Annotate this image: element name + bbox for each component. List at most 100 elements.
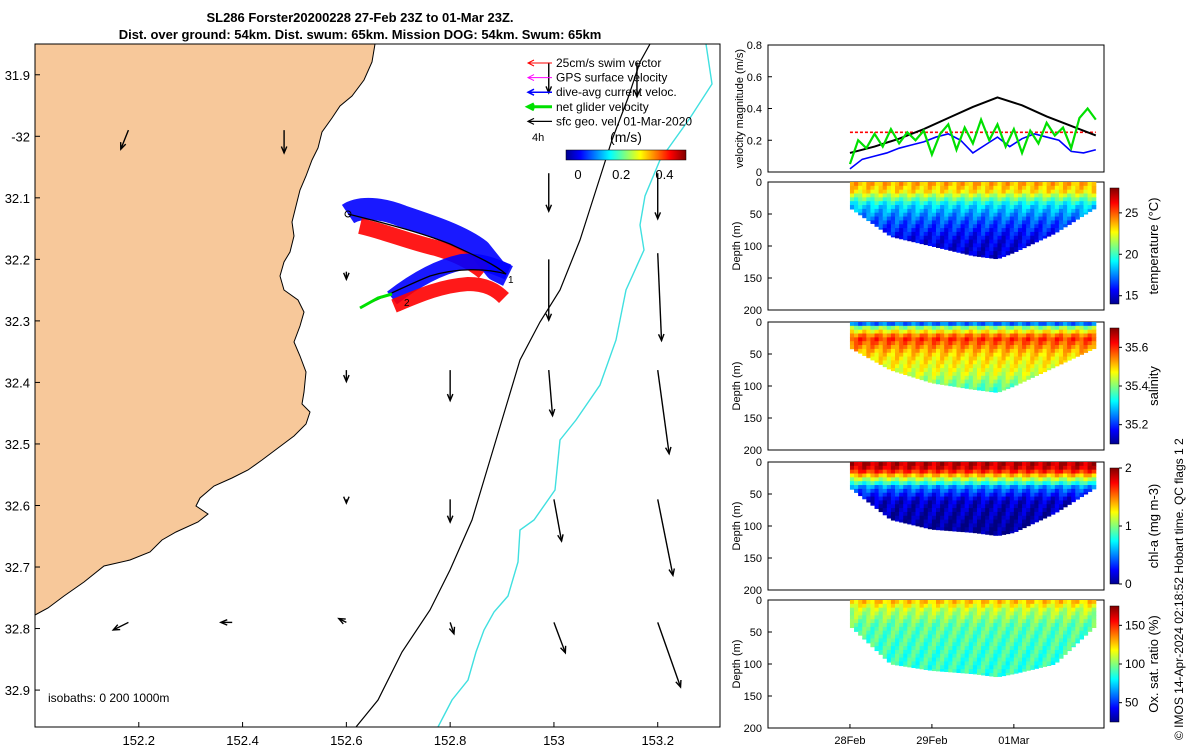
geo-vector-arrow xyxy=(342,496,350,505)
legend-4h-label: 4h xyxy=(532,132,544,144)
legend-entry: net glider velocity xyxy=(524,100,649,114)
geo-vector-arrow xyxy=(446,370,454,403)
isobaths-label: isobaths: 0 200 1000m xyxy=(48,691,169,705)
depth-tick-label: 50 xyxy=(750,489,762,501)
depth-tick-label: 0 xyxy=(756,177,762,189)
isobath-200m xyxy=(355,44,651,727)
latitude-tick-label: 32.7 xyxy=(5,560,30,575)
section-y-axis-label: Depth (m) xyxy=(731,640,743,689)
section-heatmap xyxy=(849,462,1097,536)
depth-tick-label: 50 xyxy=(750,349,762,361)
geo-vector-arrow xyxy=(111,621,129,631)
geo-vector-arrow xyxy=(446,499,454,524)
speed-colorbar xyxy=(565,149,687,161)
credit-text: © IMOS 14-Apr-2024 02:18:52 Hobart time.… xyxy=(1172,438,1186,740)
track-marker-2: 2 xyxy=(404,298,410,309)
geo-vector-arrow xyxy=(545,173,553,214)
depth-tick-label: 150 xyxy=(744,553,762,565)
geo-vector-arrow xyxy=(448,622,456,636)
section-y-axis-label: Depth (m) xyxy=(731,502,743,551)
depth-tick-label: 150 xyxy=(744,691,762,703)
geo-vector-arrow xyxy=(553,499,564,543)
section-panel: 0 50 100 150 200 Depth (m) 0 1 2 chl-a (mg m-3) xyxy=(731,457,1161,597)
colorbar-tick-label: 0.4 xyxy=(655,167,673,182)
longitude-tick-label: 153 xyxy=(543,733,565,748)
section-colorbar xyxy=(1109,327,1120,445)
section-heatmap xyxy=(849,600,1097,678)
depth-tick-label: 200 xyxy=(744,305,762,317)
colorbar-tick-label: 150 xyxy=(1125,618,1145,632)
velocity-y-axis-label: velocity magnitude (m/s) xyxy=(734,49,746,168)
legend-label: dive-avg current veloc. xyxy=(556,85,677,99)
depth-tick-label: 200 xyxy=(744,445,762,457)
map-latitude-ticks: 31.9 -32 32.1 32.2 32.3 32.4 32.5 32.6 32.7 32.8 3… xyxy=(5,68,40,698)
colorbar-tick-label: 1 xyxy=(1125,519,1132,533)
velocity-y-tick-label: 0.4 xyxy=(747,104,762,116)
colorbar-tick-label: 100 xyxy=(1125,657,1145,671)
longitude-tick-label: 152.4 xyxy=(226,733,259,748)
legend-entry: 25cm/s swim vector xyxy=(526,56,661,70)
latitude-tick-label: 32.3 xyxy=(5,314,30,329)
legend-entry: GPS surface velocity xyxy=(526,71,667,85)
geo-vector-arrow xyxy=(545,259,553,322)
geostrophic-vectors xyxy=(111,62,682,689)
velocity-y-tick-label: 0.2 xyxy=(747,135,762,147)
map-longitude-ticks: 152.2 152.4 152.6 152.8 153 153.2 xyxy=(123,722,674,748)
longitude-tick-label: 153.2 xyxy=(641,733,674,748)
colorbar-tick-label: 0 xyxy=(574,167,581,182)
time-tick-label: 01Mar xyxy=(998,735,1030,747)
colorbar-tick-label: 35.4 xyxy=(1125,379,1149,393)
depth-tick-label: 50 xyxy=(750,627,762,639)
section-colorbar-label: chl-a (mg m-3) xyxy=(1146,484,1161,569)
section-colorbar xyxy=(1109,187,1120,305)
legend-entry: dive-avg current veloc. xyxy=(526,85,677,99)
section-colorbar-label: Ox. sat. ratio (%) xyxy=(1146,615,1161,713)
section-colorbar xyxy=(1109,467,1120,585)
section-panel: 0 50 100 150 200 Depth (m) 35.2 35.4 35.6 salinit… xyxy=(731,317,1161,457)
velocity-y-tick-label: 0 xyxy=(756,167,762,179)
depth-tick-label: 100 xyxy=(744,241,762,253)
longitude-tick-label: 152.6 xyxy=(330,733,363,748)
section-y-axis-label: Depth (m) xyxy=(731,222,743,271)
geo-vector-arrow xyxy=(342,370,350,384)
colorbar-tick-label: 15 xyxy=(1125,289,1139,303)
speed-colorbar-label: (m/s) xyxy=(610,129,642,145)
chart-title-line-1: SL286 Forster20200228 27-Feb 23Z to 01-M… xyxy=(206,10,514,25)
colorbar-tick-label: 35.2 xyxy=(1125,418,1149,432)
map-frame xyxy=(34,43,721,728)
velocity-series-line xyxy=(848,106,1097,165)
speed-colorbar-ticks: 0 0.2 0.4 xyxy=(574,167,673,182)
depth-tick-label: 100 xyxy=(744,521,762,533)
geo-vector-arrow xyxy=(633,62,641,99)
section-colorbar xyxy=(1109,605,1120,723)
depth-tick-label: 50 xyxy=(750,209,762,221)
section-panel: 0 50 100 150 200 Depth (m) 15 20 25 temperature (… xyxy=(731,177,1161,317)
depth-tick-label: 100 xyxy=(744,381,762,393)
geo-vector-arrow xyxy=(342,271,350,282)
geo-vector-arrow xyxy=(548,370,556,418)
geo-vector-arrow xyxy=(280,130,288,155)
depth-tick-label: 0 xyxy=(756,457,762,469)
depth-tick-label: 150 xyxy=(744,413,762,425)
depth-tick-label: 150 xyxy=(744,273,762,285)
geo-vector-arrow xyxy=(657,622,682,689)
isobath-1000m xyxy=(437,44,713,727)
depth-tick-label: 200 xyxy=(744,585,762,597)
depth-tick-label: 100 xyxy=(744,659,762,671)
legend-label: GPS surface velocity xyxy=(556,71,667,85)
geo-vector-arrow xyxy=(654,173,662,221)
section-colorbar-label: temperature (°C) xyxy=(1146,198,1161,295)
section-colorbar-label: salinity xyxy=(1146,366,1161,406)
velocity-y-tick-label: 0.6 xyxy=(747,72,762,84)
latitude-tick-label: 32.4 xyxy=(5,375,30,390)
section-heatmap xyxy=(849,182,1097,260)
track-marker-1: 1 xyxy=(508,275,514,286)
legend-entry: sfc geo. vel. 01-Mar-2020 xyxy=(526,114,692,128)
geo-vector-arrow xyxy=(657,499,676,578)
time-tick-label: 29Feb xyxy=(916,735,947,747)
legend-label: net glider velocity xyxy=(556,100,649,114)
